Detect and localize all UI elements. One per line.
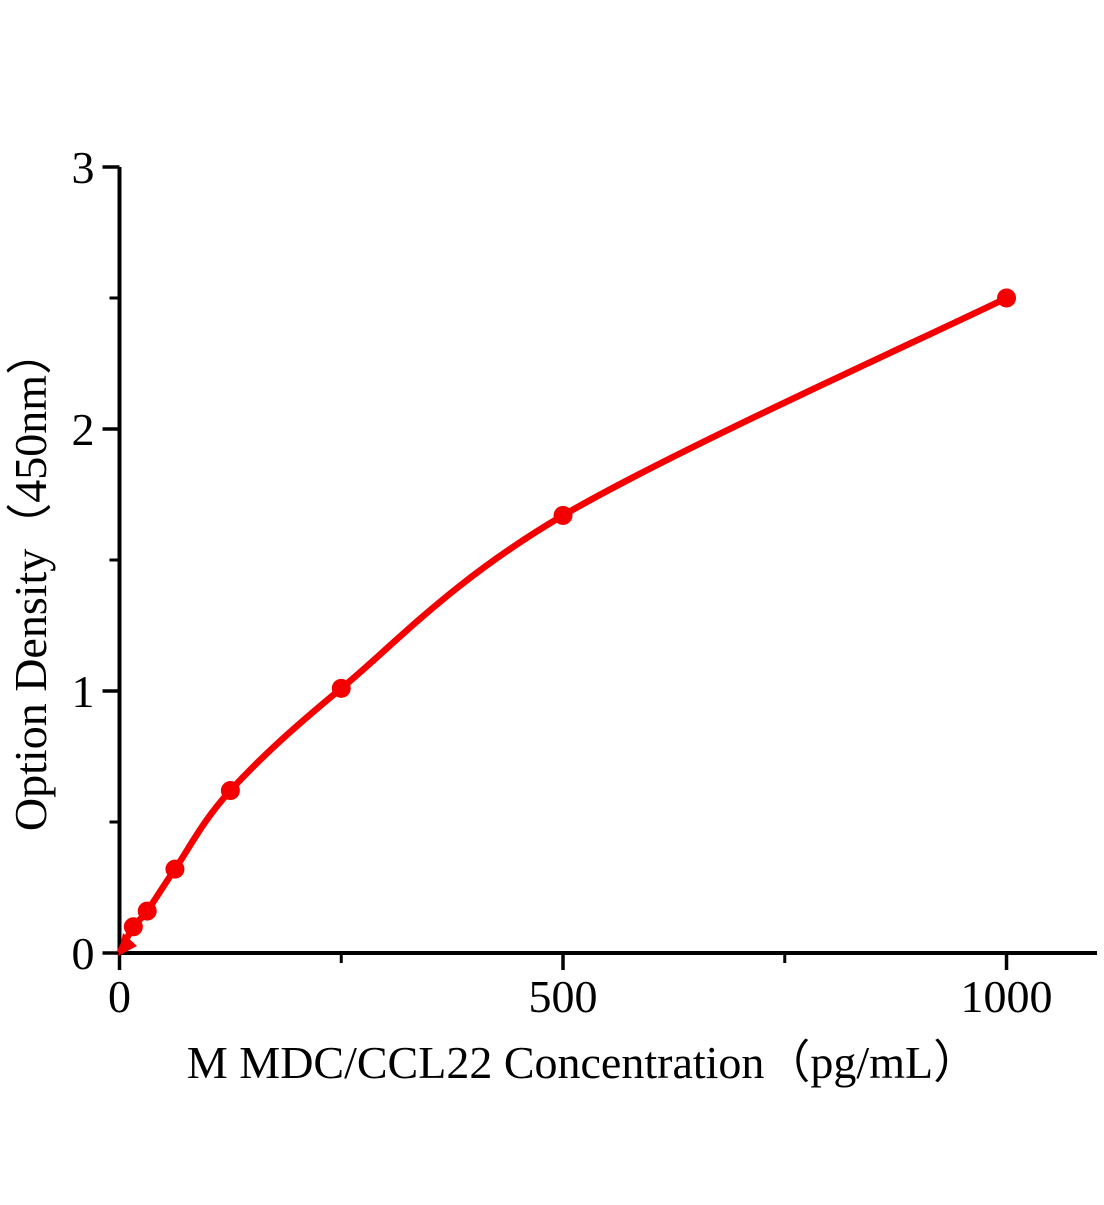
data-point bbox=[553, 505, 573, 525]
y-tick-label: 3 bbox=[72, 142, 95, 193]
axis-tick-labels: 0 500 1000 0 1 2 3 bbox=[72, 142, 1053, 1022]
x-tick-label: 500 bbox=[529, 971, 598, 1022]
data-point bbox=[165, 859, 185, 879]
axes bbox=[117, 167, 1097, 955]
data-point bbox=[331, 678, 351, 698]
curve-origin-wedge bbox=[118, 933, 137, 956]
y-axis-title: Option Density（450nm） bbox=[5, 329, 56, 831]
y-tick-label: 1 bbox=[72, 666, 95, 717]
data-point bbox=[220, 781, 240, 801]
data-point bbox=[137, 901, 157, 921]
x-tick-label: 0 bbox=[108, 971, 131, 1022]
data-point bbox=[997, 288, 1017, 308]
axis-ticks bbox=[102, 165, 1009, 970]
x-tick-label: 1000 bbox=[961, 971, 1053, 1022]
fit-curve bbox=[116, 295, 1008, 955]
y-tick-label: 0 bbox=[72, 928, 95, 979]
y-tick-label: 2 bbox=[72, 404, 95, 455]
data-series bbox=[116, 288, 1017, 956]
data-point bbox=[123, 917, 143, 937]
x-axis-title: M MDC/CCL22 Concentration（pg/mL） bbox=[187, 1037, 979, 1088]
